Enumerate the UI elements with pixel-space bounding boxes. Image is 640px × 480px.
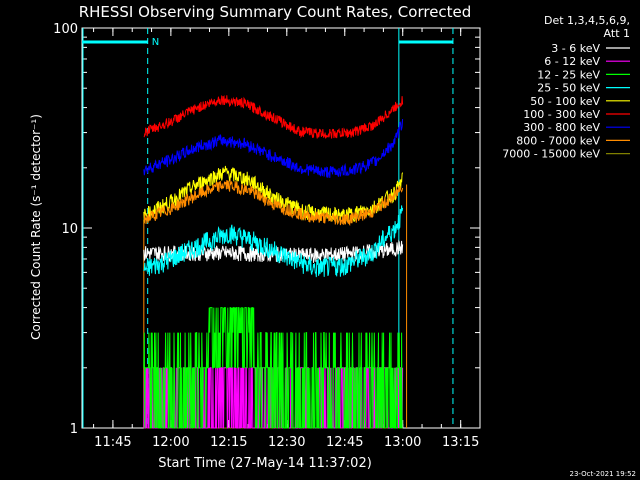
legend-entry-4: 50 - 100 keV [530, 95, 600, 108]
legend-entry-5: 100 - 300 keV [523, 108, 600, 121]
legend-entry-7: 800 - 7000 keV [516, 134, 600, 147]
legend-entry-6: 300 - 800 keV [523, 121, 600, 134]
legend-entry-1: 6 - 12 keV [544, 55, 600, 68]
y-tick-label-0: 1 [70, 422, 78, 437]
chart-title: RHESSI Observing Summary Count Rates, Co… [79, 3, 472, 21]
legend-entry-0: 3 - 6 keV [551, 42, 600, 55]
series-12-25keV-line [143, 307, 403, 429]
series-300-800keV-line [143, 118, 404, 178]
x-tick-label-3: 12:30 [268, 435, 305, 450]
x-tick-label-2: 12:15 [210, 435, 247, 450]
x-tick-label-5: 13:00 [384, 435, 421, 450]
y-axis-label: Corrected Count Rate (s⁻¹ detector⁻¹) [29, 114, 43, 340]
y-tick-label-2: 100 [53, 22, 78, 37]
x-tick-label-1: 12:00 [152, 435, 189, 450]
y-tick-label-1: 10 [61, 222, 78, 237]
legend-entry-3: 25 - 50 keV [537, 82, 600, 95]
x-tick-label-0: 11:45 [94, 435, 131, 450]
plot-area: 11:45 12:00 12:15 12:30 12:45 13:00 13:15 1 10 10… [53, 22, 481, 450]
x-tick-label-6: 13:15 [442, 435, 479, 450]
series-100-300keV-line [143, 95, 404, 139]
x-axis-label: Start Time (27-May-14 11:37:02) [158, 456, 372, 471]
series-25-50keV-line [143, 205, 404, 278]
annotation-n: N [152, 37, 159, 48]
series-800-7000keV-line [143, 179, 404, 227]
legend-entry-8: 7000 - 15000 keV [502, 148, 600, 161]
legend-header-1: Det 1,3,4,5,6,9, [544, 14, 630, 27]
x-tick-label-4: 12:45 [326, 435, 363, 450]
legend-entry-2: 12 - 25 keV [537, 68, 600, 81]
legend-header-2: Att 1 [604, 27, 630, 40]
timestamp-label: 23-Oct-2021 19:52 [570, 470, 636, 478]
